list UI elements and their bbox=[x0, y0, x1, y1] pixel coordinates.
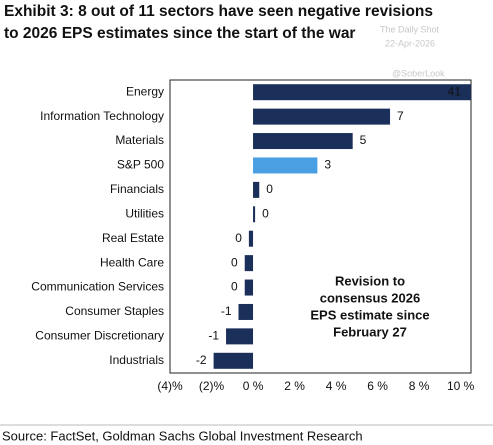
y-tick-label: Consumer Staples bbox=[65, 304, 164, 318]
source: Source: FactSet, Goldman Sachs Global In… bbox=[2, 428, 363, 443]
value-label: 0 bbox=[231, 255, 238, 269]
x-tick-label: 4 % bbox=[326, 379, 347, 393]
y-tick-label: Information Technology bbox=[40, 109, 164, 123]
bar bbox=[226, 328, 254, 345]
value-label: 41 bbox=[448, 84, 462, 98]
value-label: 0 bbox=[231, 280, 238, 294]
chart-title: to 2026 EPS estimates since the start of… bbox=[4, 25, 355, 42]
bar bbox=[253, 108, 391, 125]
plot-frame bbox=[169, 79, 472, 374]
annotation: February 27 bbox=[333, 324, 407, 339]
bar bbox=[253, 157, 318, 174]
watermark: @SoberLook bbox=[392, 68, 445, 78]
annotation: EPS estimate since bbox=[310, 307, 429, 322]
x-tick-label: 6 % bbox=[367, 379, 388, 393]
y-tick-label: Communication Services bbox=[31, 280, 164, 294]
y-tick-label: S&P 500 bbox=[117, 158, 164, 172]
bar bbox=[253, 84, 471, 101]
watermark: The Daily Shot bbox=[380, 24, 440, 34]
x-tick-label: 2 % bbox=[284, 379, 305, 393]
value-label: 0 bbox=[235, 231, 242, 245]
annotation: consensus 2026 bbox=[320, 290, 420, 305]
value-label: 7 bbox=[397, 109, 404, 123]
x-tick-label: (4)% bbox=[157, 379, 183, 393]
y-tick-label: Industrials bbox=[109, 353, 164, 367]
bar bbox=[253, 206, 256, 223]
bars bbox=[213, 84, 471, 369]
y-tick-label: Energy bbox=[126, 84, 164, 98]
watermark: 22-Apr-2026 bbox=[385, 38, 435, 48]
value-label: -2 bbox=[196, 353, 207, 367]
value-label: 0 bbox=[266, 182, 273, 196]
bar bbox=[253, 133, 353, 150]
bar bbox=[244, 255, 254, 272]
bar bbox=[253, 181, 260, 198]
x-tick-label: (2)% bbox=[199, 379, 225, 393]
y-tick-label: Utilities bbox=[125, 206, 164, 220]
x-tick-label: 10 % bbox=[447, 379, 475, 393]
y-tick-label: Real Estate bbox=[102, 231, 164, 245]
y-tick-label: Health Care bbox=[100, 255, 164, 269]
value-label: -1 bbox=[208, 329, 219, 343]
annotation: Revision to bbox=[335, 273, 405, 288]
x-tick-label: 0 % bbox=[243, 379, 264, 393]
y-tick-label: Financials bbox=[110, 182, 164, 196]
value-label: 5 bbox=[360, 133, 367, 147]
bar bbox=[238, 303, 254, 320]
bar bbox=[248, 230, 254, 247]
bar bbox=[244, 279, 254, 296]
x-tick-label: 8 % bbox=[409, 379, 430, 393]
value-label: 0 bbox=[262, 206, 269, 220]
value-label: 3 bbox=[324, 158, 331, 172]
y-tick-label: Materials bbox=[115, 133, 164, 147]
value-label: -1 bbox=[221, 304, 232, 318]
y-tick-label: Consumer Discretionary bbox=[35, 329, 164, 343]
chart-title: Exhibit 3: 8 out of 11 sectors have seen… bbox=[4, 3, 433, 20]
bar bbox=[213, 352, 254, 369]
